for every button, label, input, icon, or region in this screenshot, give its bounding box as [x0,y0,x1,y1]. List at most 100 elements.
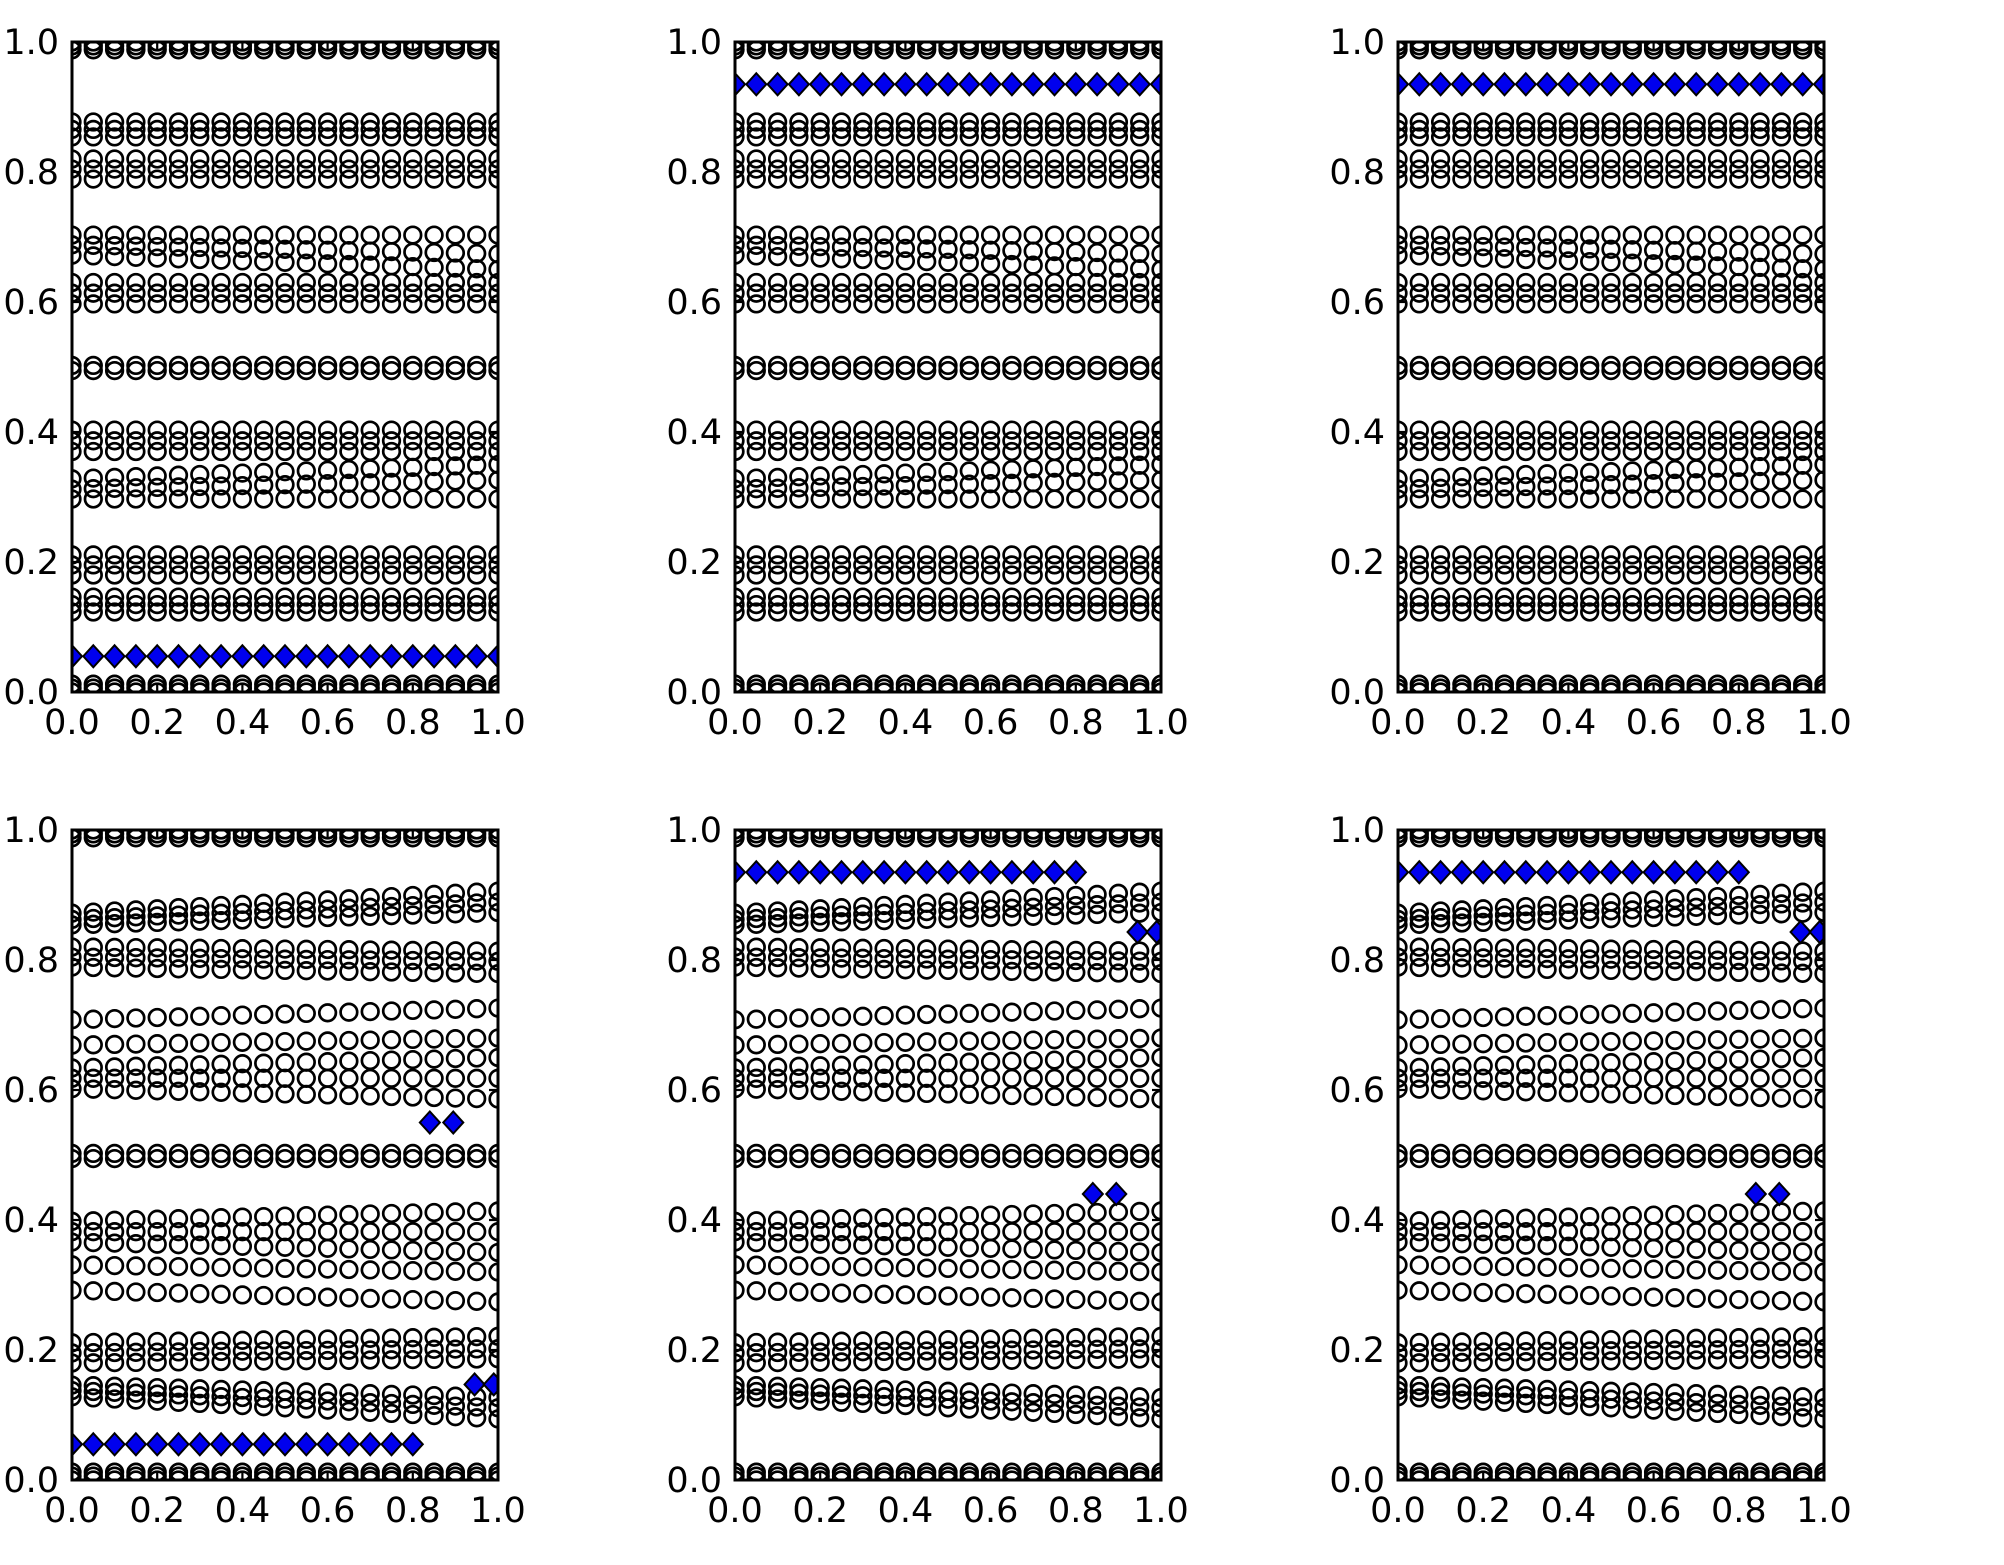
circle-marker [488,1387,498,1408]
circle-marker [895,1148,916,1169]
circle-marker [980,907,1001,928]
circle-marker [1023,272,1043,293]
circle-marker [467,355,487,376]
circle-marker [83,468,103,488]
circle-marker [1537,1394,1557,1415]
circle-marker [917,489,937,509]
circle-marker [445,1222,466,1242]
circle-marker [1643,1031,1664,1051]
circle-marker [1398,909,1408,930]
circle-marker [938,545,958,565]
circle-marker [746,602,766,622]
circle-marker [1087,272,1107,293]
circle-marker [147,587,167,607]
circle-marker [467,272,487,293]
circle-marker [1108,471,1129,491]
circle-marker [1750,555,1770,575]
circle-marker [853,587,873,607]
ticks [1396,828,1826,1482]
circle-marker [445,1396,466,1416]
circle-marker [1473,236,1493,257]
circle-marker [1473,1282,1493,1303]
circle-marker [467,1222,487,1242]
x-tick-label: 0.2 [1455,1491,1511,1531]
circle-marker [1108,1222,1129,1242]
diamond-marker [735,71,747,97]
circle-marker [767,908,788,928]
circle-marker [1473,477,1493,498]
circle-marker [1707,565,1728,585]
circle-marker [1771,1029,1792,1049]
circle-marker [126,1008,146,1028]
diamond-marker [1789,919,1812,945]
circle-marker [1430,272,1451,293]
circle-marker [296,360,316,381]
circle-marker [1130,283,1150,303]
circle-marker [1409,489,1429,509]
circle-marker [254,1222,274,1242]
circle-marker [83,565,103,585]
circle-marker [1398,1343,1408,1363]
circle-marker [296,545,316,565]
circle-marker [1601,225,1621,245]
circle-marker [980,565,1001,585]
circle-marker [1087,1029,1107,1049]
circle-marker [424,42,444,60]
circle-marker [381,1222,402,1242]
circle-marker [339,1392,359,1412]
circle-marker [917,294,937,314]
circle-marker [1771,355,1792,376]
circle-marker [1643,1143,1664,1164]
circle-marker [1494,948,1515,968]
circle-marker [1793,999,1813,1019]
circle-marker [254,420,274,440]
circle-marker [1409,420,1429,440]
circle-marker [488,42,498,60]
circle-marker [275,225,295,245]
circle-marker [810,1148,830,1169]
circle-marker [1516,355,1536,376]
circle-marker [232,1005,253,1025]
circle-marker [211,149,231,169]
circle-marker [917,682,937,692]
circle-marker [1044,1340,1065,1360]
circle-marker [1130,259,1150,279]
circle-marker [1750,963,1770,983]
circle-marker [895,431,916,451]
circle-marker [147,466,167,486]
circle-marker [104,1210,125,1230]
circle-marker [254,462,274,483]
circle-marker [83,127,103,147]
circle-marker [1494,477,1515,497]
circle-marker [296,1031,316,1051]
circle-marker [445,1386,466,1406]
circle-marker [232,949,253,969]
circle-marker [1537,545,1557,565]
circle-marker [360,594,380,615]
ticks [70,40,500,694]
circle-marker [1558,441,1579,462]
circle-marker [1430,1143,1451,1164]
circle-marker [104,1376,125,1396]
circle-marker [853,682,873,692]
circle-marker [1430,159,1451,179]
diamond-marker [1514,859,1538,885]
circle-marker [1558,1143,1579,1164]
circle-marker [1643,1238,1664,1258]
circle-marker [275,1389,295,1409]
circle-marker [1750,904,1770,925]
circle-marker [83,119,103,140]
circle-marker [147,906,167,926]
circle-marker [254,294,274,314]
circle-marker [1473,602,1493,622]
circle-marker [980,830,1001,848]
circle-marker [1494,587,1515,607]
circle-marker [1130,470,1150,491]
circle-marker [1665,545,1685,565]
circle-marker [1622,169,1642,189]
circle-marker [296,461,316,481]
circle-marker [1793,882,1813,902]
circle-marker [938,127,958,147]
circle-marker [254,1330,274,1350]
circle-marker [1516,1143,1536,1164]
